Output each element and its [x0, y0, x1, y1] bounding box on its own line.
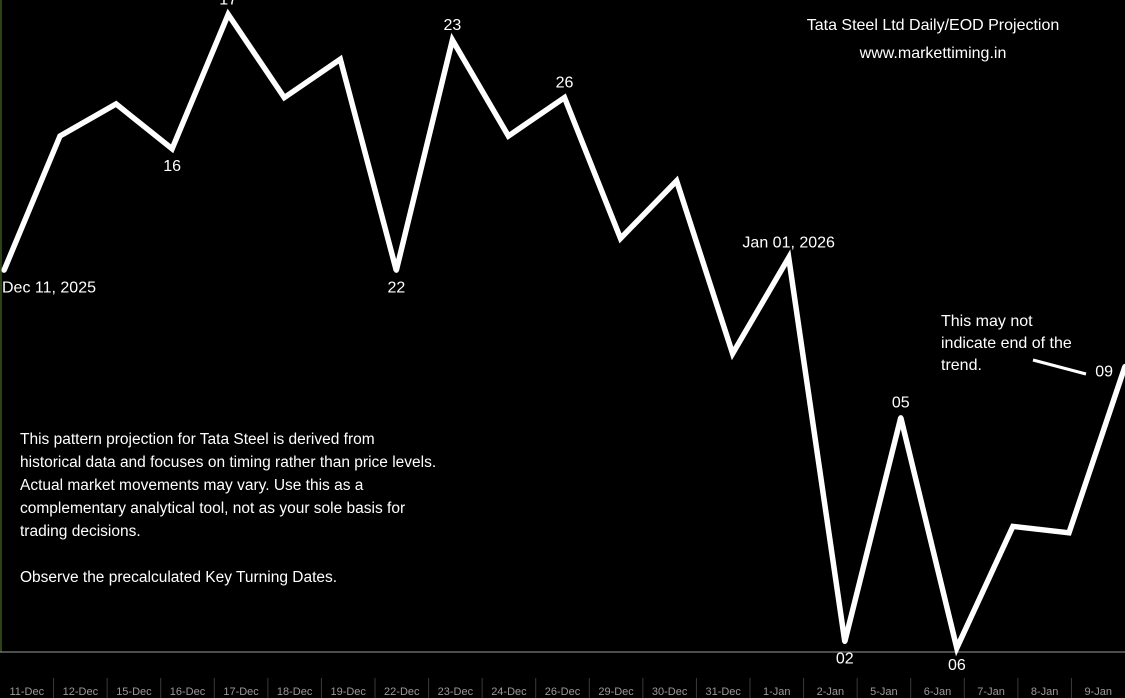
- point-label: 23: [444, 17, 462, 34]
- data-point-29-Dec: [618, 235, 624, 241]
- disclaimer-line: trading decisions.: [20, 523, 141, 540]
- x-tick-label: 17-Dec: [223, 686, 259, 698]
- x-tick-label: 30-Dec: [652, 686, 688, 698]
- data-point-9-Jan: [1122, 363, 1125, 369]
- x-tick-label: 2-Jan: [817, 686, 845, 698]
- data-point-26-Dec: [562, 95, 567, 101]
- disclaimer-line: complementary analytical tool, not as yo…: [20, 500, 406, 517]
- x-tick-label: 29-Dec: [598, 686, 634, 698]
- x-tick-label: 1-Jan: [763, 686, 791, 698]
- chart-subtitle-website: www.markettiming.in: [859, 45, 1007, 62]
- chart-title: Tata Steel Ltd Daily/EOD Projection: [806, 17, 1060, 34]
- data-point-11-Dec: [1, 267, 7, 273]
- point-label: 22: [387, 279, 405, 296]
- x-tick-label: 12-Dec: [63, 686, 99, 698]
- trend-note: This may not indicate end of the trend.: [941, 313, 1072, 374]
- x-axis-ticks: 11-Dec 12-Dec 15-Dec 16-Dec 17-Dec 18-Dec 19-D…: [9, 678, 1112, 698]
- x-tick-label: 24-Dec: [491, 686, 527, 698]
- data-point-1-Jan: [786, 255, 792, 261]
- x-tick-label: 6-Jan: [924, 686, 952, 698]
- x-tick-label: 19-Dec: [330, 686, 366, 698]
- data-point-6-Jan: [954, 645, 960, 651]
- data-point-18-Dec: [281, 95, 287, 101]
- x-tick-label: 9-Jan: [1084, 686, 1112, 698]
- data-point-2-Jan: [842, 639, 848, 645]
- x-tick-label: 26-Dec: [545, 686, 581, 698]
- point-label: 16: [163, 158, 181, 175]
- data-points: [1, 11, 1125, 651]
- data-point-16-Dec: [169, 146, 175, 152]
- disclaimer-line: historical data and focuses on timing ra…: [20, 454, 437, 471]
- x-tick-label: 8-Jan: [1031, 686, 1059, 698]
- x-tick-label: 15-Dec: [116, 686, 152, 698]
- data-point-8-Jan: [1066, 530, 1072, 536]
- disclaimer-line: Actual market movements may vary. Use th…: [20, 477, 364, 494]
- point-label: Jan 01, 2026: [742, 235, 835, 252]
- point-labels: Dec 11, 2025 16 17 22 23 26 Jan 01, 2026 02 05 06…: [2, 0, 1113, 674]
- data-point-31-Dec: [730, 351, 736, 357]
- point-label: Dec 11, 2025: [2, 279, 96, 296]
- x-tick-label: 11-Dec: [9, 686, 44, 698]
- data-point-15-Dec: [113, 101, 119, 107]
- x-tick-label: 22-Dec: [384, 686, 420, 698]
- data-point-30-Dec: [674, 178, 680, 184]
- data-point-23-Dec: [449, 37, 455, 43]
- x-tick-label: 18-Dec: [277, 686, 313, 698]
- x-tick-label: 7-Jan: [977, 686, 1005, 698]
- x-tick-label: 31-Dec: [705, 686, 741, 698]
- point-label: 26: [556, 75, 574, 92]
- data-point-7-Jan: [1010, 523, 1016, 529]
- point-label: 17: [219, 0, 237, 8]
- data-point-19-Dec: [337, 56, 343, 62]
- x-tick-label: 23-Dec: [438, 686, 474, 698]
- point-label: 06: [948, 657, 966, 674]
- chart-header: Tata Steel Ltd Daily/EOD Projection www.…: [770, 12, 1096, 68]
- disclaimer-line: This pattern projection for Tata Steel i…: [20, 431, 375, 448]
- data-point-22-Dec: [393, 267, 399, 273]
- point-label: 02: [836, 651, 854, 668]
- trend-note-pointer: [1032, 358, 1087, 376]
- data-point-24-Dec: [505, 133, 511, 139]
- data-point-17-Dec: [225, 11, 231, 17]
- disclaimer-note: This pattern projection for Tata Steel i…: [20, 428, 490, 589]
- x-tick-label: 16-Dec: [170, 686, 206, 698]
- point-label: 09: [1095, 363, 1113, 380]
- key-dates-note: Observe the precalculated Key Turning Da…: [20, 569, 338, 586]
- data-point-5-Jan: [898, 415, 904, 421]
- x-tick-label: 5-Jan: [870, 686, 898, 698]
- disclaimer-text: This pattern projection for Tata Steel i…: [20, 428, 490, 543]
- point-label: 05: [892, 395, 910, 412]
- data-point-12-Dec: [57, 133, 63, 139]
